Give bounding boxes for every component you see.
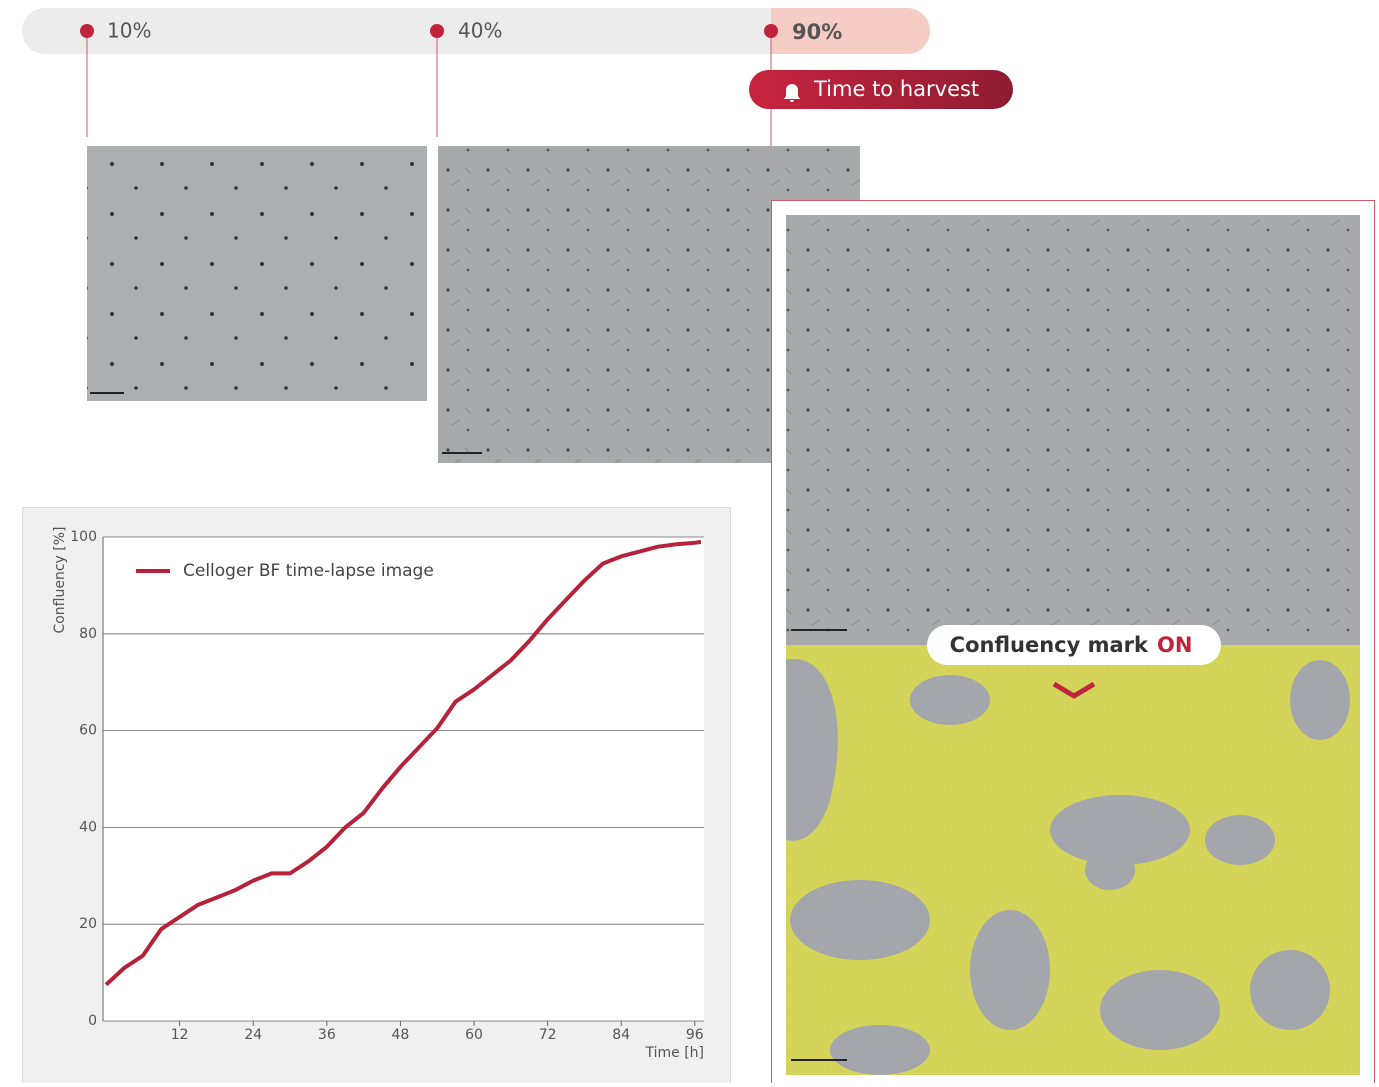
stage-dot (80, 24, 94, 38)
bell-icon (784, 84, 800, 102)
y-tick-label: 80 (79, 626, 97, 642)
x-tick-label: 36 (318, 1027, 336, 1043)
x-tick-label: 84 (612, 1027, 630, 1043)
y-tick-label: 0 (88, 1013, 97, 1029)
x-tick-label: 48 (392, 1027, 410, 1043)
micrograph (87, 146, 427, 401)
harvest-label: Time to harvest (813, 77, 979, 101)
x-axis-title: Time [h] (644, 1045, 704, 1061)
harvest-badge (749, 70, 1013, 109)
data-line (104, 539, 702, 987)
x-tick-label: 12 (171, 1027, 189, 1043)
chevron (1052, 681, 1096, 699)
x-tick-label: 96 (686, 1027, 704, 1043)
stage-dot (764, 24, 778, 38)
x-tick-label: 72 (539, 1027, 557, 1043)
plot-area (103, 537, 704, 1021)
y-tick-label: 100 (70, 529, 97, 545)
y-tick-label: 40 (79, 819, 97, 835)
overlay-state: ON (1157, 633, 1192, 657)
x-tick-label: 24 (244, 1027, 262, 1043)
timeline-bar (22, 8, 930, 54)
timeline-highlight (771, 8, 930, 54)
legend-label: Celloger BF time-lapse image (183, 561, 434, 581)
stage-dot (430, 24, 444, 38)
chart: 0 20 40 60 80 100 12 24 36 48 60 72 84 96 Time [h] Conf… (52, 526, 704, 1061)
overlay-label: Confluency mark (950, 633, 1149, 657)
stage-label: 40% (458, 19, 502, 43)
y-tick-label: 60 (79, 723, 97, 739)
x-tick-label: 60 (465, 1027, 483, 1043)
uncovered-areas (786, 659, 1350, 1075)
overlay-badge (927, 625, 1221, 665)
stage-label: 10% (107, 19, 151, 43)
stage-label: 90% (792, 20, 842, 44)
y-tick-label: 20 (79, 916, 97, 932)
y-axis-title: Confluency [%] (52, 526, 68, 633)
